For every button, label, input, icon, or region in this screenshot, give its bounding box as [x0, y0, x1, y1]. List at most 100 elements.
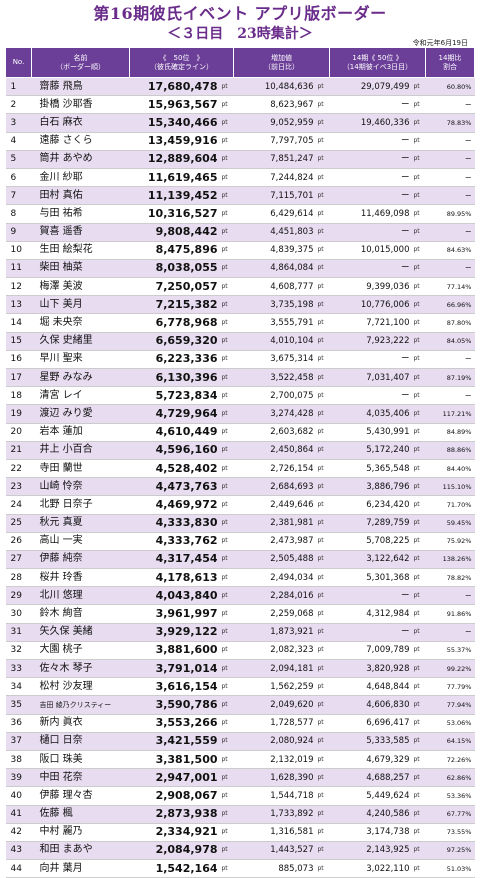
- row-increase-unit: pt: [315, 514, 330, 533]
- row-increase: 4,010,104: [233, 332, 316, 351]
- row-increase-unit: pt: [315, 532, 330, 551]
- row-ratio: ー: [425, 386, 475, 406]
- row-increase: 1,443,527: [233, 841, 316, 861]
- row-increase: 885,073: [233, 859, 316, 878]
- row-name: 矢久保 美緒: [31, 623, 130, 642]
- row-rank: 11: [5, 259, 32, 279]
- row-score-unit: pt: [219, 113, 234, 133]
- row-score-unit: pt: [219, 695, 234, 715]
- row-name: 鈴木 絢音: [31, 604, 130, 624]
- row-ratio: 64.15%: [425, 732, 475, 751]
- col-score: 《 50位 》（彼氏確定ライン）: [129, 47, 234, 78]
- row-14th-border: 3,174,738: [329, 823, 412, 842]
- row-name: 久保 史緒里: [31, 332, 130, 351]
- row-rank: 2: [5, 95, 32, 115]
- row-increase-unit: pt: [315, 332, 330, 351]
- row-name: 筒井 あやめ: [31, 150, 130, 169]
- row-ratio: ー: [425, 168, 475, 188]
- row-score-unit: pt: [219, 368, 234, 388]
- row-14th-unit: pt: [411, 113, 426, 133]
- row-score: 2,947,001: [129, 768, 220, 788]
- row-14th-border: 29,079,499: [329, 77, 412, 97]
- row-increase-unit: pt: [315, 495, 330, 515]
- row-rank: 34: [5, 677, 32, 697]
- table-row: 17 星野 みなみ 6,130,396 pt 3,522,458 pt 7,031,407 p…: [5, 368, 475, 388]
- row-14th-unit: pt: [411, 368, 426, 388]
- row-ratio: ー: [425, 623, 475, 642]
- row-increase-unit: pt: [315, 586, 330, 606]
- row-name: 金川 紗耶: [31, 168, 130, 188]
- row-rank: 22: [5, 459, 32, 479]
- row-score-unit: pt: [219, 677, 234, 697]
- row-14th-border: 7,009,789: [329, 641, 412, 661]
- table-row: 11 柴田 柚菜 8,038,055 pt 4,864,084 pt ー pt ー: [5, 259, 475, 279]
- row-14th-unit: pt: [411, 150, 426, 169]
- row-14th-unit: pt: [411, 459, 426, 479]
- col-14th-border: 14期《 50位 》（14期彼イベ3日目）: [329, 47, 426, 78]
- table-row: 12 梅澤 美波 7,250,057 pt 4,608,777 pt 9,399,036 pt…: [5, 277, 475, 297]
- row-ratio: 87.80%: [425, 313, 475, 333]
- row-increase: 1,873,921: [233, 623, 316, 642]
- row-ratio: 73.55%: [425, 823, 475, 842]
- row-rank: 7: [5, 186, 32, 206]
- row-14th-unit: pt: [411, 659, 426, 679]
- row-score: 9,808,442: [129, 223, 220, 242]
- row-ratio: 55.37%: [425, 641, 475, 661]
- table-row: 22 寺田 蘭世 4,528,402 pt 2,726,154 pt 5,365,548 pt…: [5, 459, 475, 479]
- row-score: 3,791,014: [129, 659, 220, 679]
- row-increase-unit: pt: [315, 241, 330, 260]
- row-14th-border: 7,031,407: [329, 368, 412, 388]
- row-ratio: 62.86%: [425, 768, 475, 788]
- row-score-unit: pt: [219, 241, 234, 260]
- row-name: 桜井 玲香: [31, 568, 130, 588]
- row-ratio: 72.26%: [425, 750, 475, 770]
- table-row: 40 伊藤 理々杏 2,908,067 pt 1,544,718 pt 5,449,624 p…: [5, 786, 475, 806]
- row-name: 和田 まあや: [31, 841, 130, 861]
- row-14th-unit: pt: [411, 532, 426, 551]
- row-14th-border: 5,708,225: [329, 532, 412, 551]
- table-row: 27 伊藤 純奈 4,317,454 pt 2,505,488 pt 3,122,642 pt…: [5, 550, 475, 570]
- row-name: 山下 美月: [31, 295, 130, 315]
- table-row: 21 井上 小百合 4,596,160 pt 2,450,864 pt 5,172,240 p…: [5, 441, 475, 460]
- row-score: 4,596,160: [129, 441, 220, 460]
- row-ratio: 84.63%: [425, 241, 475, 260]
- row-increase: 2,049,620: [233, 695, 316, 715]
- row-name: 松村 沙友理: [31, 677, 130, 697]
- row-14th-border: 4,606,830: [329, 695, 412, 715]
- row-14th-border: 11,469,098: [329, 204, 412, 224]
- row-increase-unit: pt: [315, 786, 330, 806]
- table-row: 28 桜井 玲香 4,178,613 pt 2,494,034 pt 5,301,368 pt…: [5, 568, 475, 588]
- row-ratio: 53.06%: [425, 714, 475, 733]
- row-increase-unit: pt: [315, 641, 330, 661]
- row-14th-border: ー: [329, 259, 412, 279]
- row-14th-border: ー: [329, 132, 412, 151]
- row-14th-border: 6,234,420: [329, 495, 412, 515]
- row-score: 4,178,613: [129, 568, 220, 588]
- row-ratio: 89.95%: [425, 204, 475, 224]
- row-14th-border: 5,449,624: [329, 786, 412, 806]
- row-score-unit: pt: [219, 786, 234, 806]
- row-rank: 33: [5, 659, 32, 679]
- row-score: 2,908,067: [129, 786, 220, 806]
- row-increase-unit: pt: [315, 132, 330, 151]
- row-rank: 9: [5, 223, 32, 242]
- table-row: 7 田村 真佑 11,139,452 pt 7,115,701 pt ー pt ー: [5, 186, 475, 206]
- row-increase-unit: pt: [315, 732, 330, 751]
- row-14th-unit: pt: [411, 241, 426, 260]
- table-row: 9 賀喜 遥香 9,808,442 pt 4,451,803 pt ー pt ー: [5, 223, 475, 242]
- row-increase-unit: pt: [315, 604, 330, 624]
- col-increase: 増加値 （前日比）: [233, 47, 330, 78]
- row-name: 樋口 日奈: [31, 732, 130, 751]
- row-14th-border: ー: [329, 623, 412, 642]
- row-increase-unit: pt: [315, 368, 330, 388]
- row-14th-unit: pt: [411, 586, 426, 606]
- table-row: 24 北野 日奈子 4,469,972 pt 2,449,646 pt 6,234,420 p…: [5, 495, 475, 515]
- row-14th-border: 5,365,548: [329, 459, 412, 479]
- row-name: 中田 花奈: [31, 768, 130, 788]
- row-score-unit: pt: [219, 750, 234, 770]
- row-ratio: 75.92%: [425, 532, 475, 551]
- row-score: 15,963,567: [129, 95, 220, 115]
- row-14th-unit: pt: [411, 568, 426, 588]
- row-rank: 40: [5, 786, 32, 806]
- row-ratio: ー: [425, 132, 475, 151]
